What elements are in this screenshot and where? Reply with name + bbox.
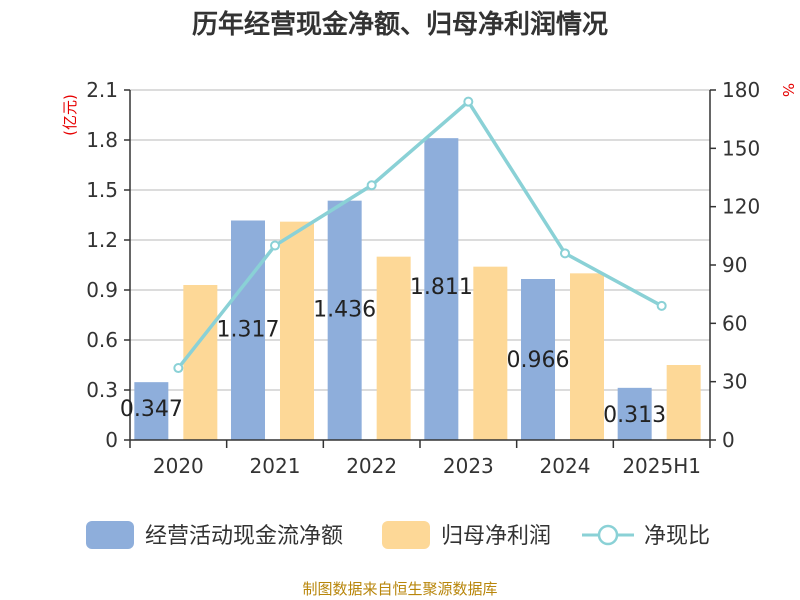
x-tick-label: 2025H1 — [622, 454, 701, 478]
x-tick-label: 2021 — [250, 454, 301, 478]
source-note: 制图数据来自恒生聚源数据库 — [302, 580, 498, 598]
legend-marker-cash-ratio — [597, 524, 619, 546]
y-right-axis-label: % — [779, 83, 797, 97]
y-left-tick-label: 0.3 — [86, 378, 118, 402]
y-right-tick-label: 90 — [722, 253, 747, 277]
bar-data-label: 1.317 — [217, 318, 280, 343]
bar-data-label: 0.347 — [120, 397, 183, 422]
y-right-tick-label: 0 — [722, 428, 735, 452]
y-right-tick-label: 30 — [722, 370, 747, 394]
line-cash-ratio — [176, 99, 663, 370]
bar-operating-cash-flow — [521, 279, 555, 440]
line-point — [270, 240, 280, 251]
bar-data-label: 1.811 — [410, 275, 473, 300]
y-left-tick-label: 1.8 — [86, 128, 118, 152]
y-right-tick-label: 60 — [722, 311, 747, 335]
bar-operating-cash-flow — [134, 382, 169, 440]
line-point — [366, 180, 377, 191]
y-left-tick-label: 0 — [105, 428, 118, 452]
legend-swatch-net-profit — [382, 521, 430, 549]
bar-net-profit — [183, 285, 218, 440]
y-left-tick-label: 1.5 — [86, 178, 118, 202]
y-right-tick-label: 150 — [722, 136, 760, 160]
x-tick-label: 2024 — [540, 454, 591, 478]
bar-net-profit — [666, 365, 701, 440]
legend-label-cash-ratio: 净现比 — [644, 524, 710, 549]
chart-title: 历年经营现金净额、归母净利润情况 — [191, 10, 608, 40]
y-right-tick-label: 180 — [722, 78, 760, 102]
bar-operating-cash-flow — [327, 200, 362, 440]
line-point — [656, 300, 667, 311]
x-tick-label: 2022 — [346, 454, 397, 478]
y-right-tick-label: 120 — [722, 195, 760, 219]
bar-data-label: 0.966 — [507, 348, 570, 373]
bar-net-profit — [376, 256, 411, 440]
legend-label-operating-cash-flow: 经营活动现金流净额 — [145, 524, 343, 549]
line-point — [173, 363, 184, 374]
legend-label-net-profit: 归母净利润 — [441, 524, 551, 549]
bar-net-profit — [473, 266, 508, 440]
bar-operating-cash-flow — [424, 138, 459, 440]
y-left-tick-label: 0.6 — [86, 328, 118, 352]
y-left-axis-label: (亿元) — [61, 94, 79, 136]
bar-data-label: 1.436 — [313, 298, 376, 323]
y-left-tick-label: 2.1 — [86, 78, 118, 102]
y-left-tick-label: 1.2 — [86, 228, 118, 252]
bar-operating-cash-flow — [231, 220, 265, 440]
x-tick-label: 2020 — [153, 454, 204, 478]
legend-swatch-operating-cash-flow — [86, 521, 134, 549]
y-left-tick-label: 0.9 — [86, 278, 118, 302]
line-point — [463, 96, 474, 107]
bar-net-profit — [570, 273, 604, 440]
bar-data-label: 0.313 — [603, 403, 666, 428]
bar-operating-cash-flow — [617, 387, 652, 440]
x-tick-label: 2023 — [443, 454, 494, 478]
bar-net-profit — [280, 221, 314, 440]
line-point — [560, 248, 570, 259]
